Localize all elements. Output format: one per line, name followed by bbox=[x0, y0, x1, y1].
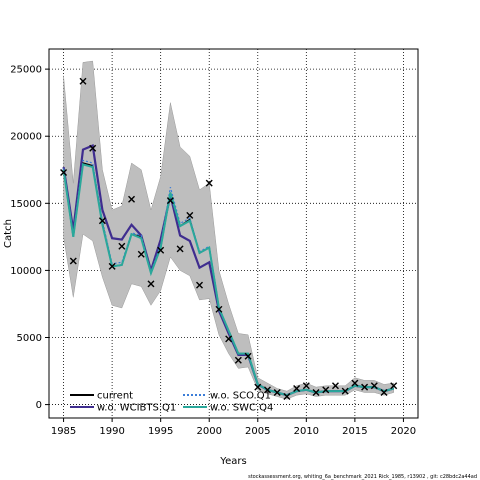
y-axis-title: Catch bbox=[3, 219, 14, 248]
footer-source-text: stockassessment.org, whiting_6a_benchmar… bbox=[248, 474, 477, 480]
y-tick-label: 0 bbox=[36, 400, 42, 411]
observed-point bbox=[234, 356, 242, 364]
observed-point bbox=[98, 217, 106, 225]
observed-point bbox=[283, 393, 291, 401]
observed-point bbox=[79, 77, 87, 85]
observed-point bbox=[69, 257, 77, 265]
observed-point bbox=[215, 305, 223, 313]
observed-point bbox=[137, 250, 145, 258]
series-line-3 bbox=[62, 163, 394, 397]
x-axis-title: Years bbox=[219, 456, 246, 467]
x-axis: 1985 1990 1995 2000 2005 2010 2015 2020 bbox=[51, 418, 416, 437]
x-tick-label: 2015 bbox=[342, 426, 367, 437]
observed-point bbox=[361, 383, 369, 391]
confidence-band-layer bbox=[63, 60, 394, 400]
legend-item: w.o. SWC.Q4 bbox=[183, 403, 273, 414]
observed-point bbox=[380, 389, 388, 397]
observed-point bbox=[108, 262, 116, 270]
observed-point bbox=[186, 211, 194, 219]
plot-frame bbox=[48, 48, 419, 419]
observed-point bbox=[176, 245, 184, 253]
x-tick-label: 2020 bbox=[391, 426, 416, 437]
observed-point bbox=[205, 179, 213, 187]
observed-point bbox=[263, 386, 271, 394]
x-tick-label: 2005 bbox=[245, 426, 270, 437]
legend-label: w.o. WCIBTS.Q1 bbox=[97, 403, 176, 414]
observed-point bbox=[351, 379, 359, 387]
observed-point bbox=[196, 281, 204, 289]
observed-point bbox=[312, 389, 320, 397]
series-layer bbox=[62, 144, 395, 397]
observed-point bbox=[147, 280, 155, 288]
observed-point bbox=[293, 384, 301, 392]
legend-item: current bbox=[70, 391, 133, 402]
series-line-2 bbox=[62, 159, 394, 396]
x-tick-label: 1995 bbox=[148, 426, 173, 437]
observed-point bbox=[302, 382, 310, 390]
legend-item: w.o. SCO.Q1 bbox=[183, 391, 271, 402]
observed-points-layer bbox=[60, 77, 398, 401]
y-axis: 0 5000 10000 15000 20000 25000 bbox=[10, 65, 49, 411]
y-tick-label: 10000 bbox=[10, 266, 42, 277]
observed-point bbox=[166, 197, 174, 205]
observed-point bbox=[322, 386, 330, 394]
x-tick-label: 1985 bbox=[51, 426, 76, 437]
observed-point bbox=[254, 383, 262, 391]
confidence-band bbox=[63, 60, 394, 400]
y-tick-label: 5000 bbox=[17, 333, 42, 344]
observed-point bbox=[128, 195, 136, 203]
observed-point bbox=[60, 168, 68, 176]
observed-point bbox=[89, 144, 97, 152]
y-tick-label: 15000 bbox=[10, 199, 42, 210]
x-tick-label: 1990 bbox=[99, 426, 124, 437]
legend-label: w.o. SWC.Q4 bbox=[210, 403, 273, 414]
y-tick-label: 25000 bbox=[10, 65, 42, 76]
observed-point bbox=[370, 382, 378, 390]
observed-point bbox=[244, 352, 252, 360]
x-tick-label: 2000 bbox=[196, 426, 221, 437]
legend-item: w.o. WCIBTS.Q1 bbox=[70, 403, 176, 414]
observed-point bbox=[390, 382, 398, 390]
observed-point bbox=[331, 382, 339, 390]
observed-point bbox=[225, 335, 233, 343]
observed-point bbox=[273, 389, 281, 397]
observed-point bbox=[157, 246, 165, 254]
legend-label: current bbox=[97, 391, 133, 402]
observed-point bbox=[341, 387, 349, 395]
x-tick-label: 2010 bbox=[294, 426, 319, 437]
y-tick-label: 20000 bbox=[10, 132, 42, 143]
observed-point bbox=[118, 242, 126, 250]
legend-label: w.o. SCO.Q1 bbox=[210, 391, 271, 402]
